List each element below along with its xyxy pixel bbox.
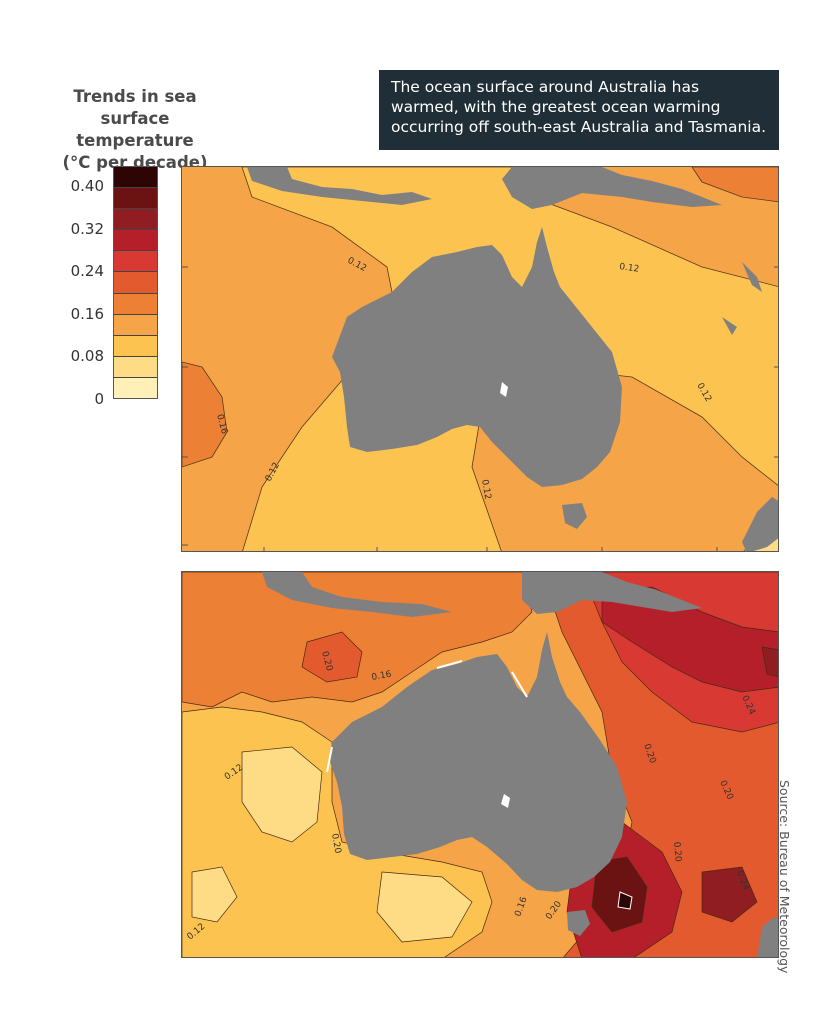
- legend-swatch: [114, 188, 157, 210]
- top-map-land-newzealand: [742, 497, 778, 551]
- legend-swatch: [114, 314, 157, 336]
- legend-swatch: [114, 293, 157, 315]
- bottom-map-contour-region: [617, 891, 633, 910]
- top-map-contour-region: [182, 361, 228, 468]
- legend-tick-label: 0.40: [70, 177, 104, 195]
- summary-callout: The ocean surface around Australia has w…: [379, 70, 779, 150]
- top-map-land-north: [502, 167, 722, 209]
- legend-swatch: [114, 251, 157, 273]
- legend-tick-label: 0.16: [70, 305, 104, 323]
- top-map-contour-label: 0.12: [479, 479, 492, 500]
- bottom-map-contour-region: [761, 646, 778, 677]
- bottom-map-land-north: [522, 572, 702, 614]
- legend-tick-label: 0.24: [70, 262, 104, 280]
- legend-swatch: [114, 209, 157, 231]
- bottom-map-land-newzealand: [757, 917, 778, 957]
- bottom-map-land-north: [262, 572, 452, 617]
- source-credit-text: Source: Bureau of Meteorology: [777, 780, 792, 974]
- top-map-svg: 0.12 0.12 0.12 0.16 0.12 0.12: [182, 167, 778, 551]
- legend-tick-label: 0: [94, 390, 104, 408]
- legend-tick-label: 0.08: [70, 347, 104, 365]
- legend-swatch: [114, 356, 157, 378]
- bottom-map-contour-label: 0.20: [671, 841, 683, 862]
- bottom-trend-map: 0.20 0.16 0.12 0.20 0.24 0.20 0.20 0.24 …: [181, 571, 779, 958]
- legend-tick-label: 0.32: [70, 220, 104, 238]
- top-map-land-north: [742, 262, 762, 292]
- top-map-contour-region: [691, 167, 778, 203]
- bottom-map-contour-region: [376, 871, 473, 943]
- legend-swatch: [114, 167, 157, 189]
- legend-color-bar: [113, 166, 158, 399]
- legend-title: Trends in sea surface temperature (°C pe…: [60, 86, 210, 174]
- bottom-map-contour-label: 0.16: [371, 670, 393, 683]
- source-credit: Source: Bureau of Meteorology: [777, 780, 808, 973]
- bottom-map-contour-region: [301, 631, 363, 683]
- top-map-axis-ticks: [182, 266, 778, 551]
- legend-swatch: [114, 230, 157, 252]
- top-map-land-tasmania: [562, 503, 587, 529]
- top-trend-map: 0.12 0.12 0.12 0.16 0.12 0.12: [181, 166, 779, 552]
- bottom-map-contour-region: [241, 746, 323, 843]
- top-map-land-north: [722, 317, 737, 335]
- bottom-map-coast-highlight: [326, 660, 528, 773]
- top-map-contour-label: 0.12: [619, 262, 640, 275]
- legend-title-line-3: (°C per decade): [62, 153, 208, 172]
- legend-swatch: [114, 377, 157, 399]
- legend-swatch: [114, 335, 157, 357]
- bottom-map-lake: [501, 794, 510, 808]
- legend-swatch: [114, 272, 157, 294]
- bottom-map-contour-region: [701, 866, 758, 923]
- legend-title-line-2: surface temperature: [76, 109, 194, 150]
- summary-callout-text: The ocean surface around Australia has w…: [391, 78, 767, 136]
- bottom-map-svg: 0.20 0.16 0.12 0.20 0.24 0.20 0.20 0.24 …: [182, 572, 778, 957]
- bottom-map-land-tasmania: [567, 910, 590, 936]
- top-map-land-australia: [332, 227, 622, 487]
- top-map-land-north: [247, 167, 432, 205]
- legend-title-line-1: Trends in sea: [73, 87, 197, 106]
- bottom-map-contour-region: [182, 572, 533, 708]
- bottom-map-contour-region: [191, 866, 238, 923]
- bottom-map-land-australia: [330, 632, 627, 892]
- top-map-lake: [500, 382, 508, 397]
- bottom-map-contour-label: 0.20: [329, 833, 342, 855]
